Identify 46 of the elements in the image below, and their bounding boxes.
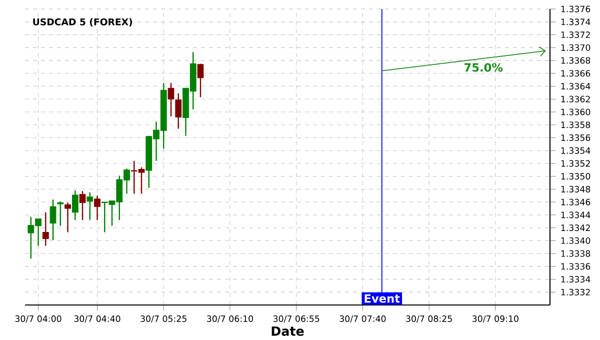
y-tick-label: 1.3376: [561, 6, 590, 12]
candlestick: [79, 190, 86, 221]
candlestick: [168, 82, 174, 118]
y-tick-label: 1.3338: [561, 250, 590, 257]
candlestick: [86, 192, 94, 221]
x-tick-label: 30/7 07:40: [340, 315, 386, 323]
candlestick: [64, 202, 71, 233]
y-tick-label: 1.3350: [561, 173, 590, 180]
y-tick-label: 1.3372: [561, 31, 590, 38]
y-tick-label: 1.3354: [561, 147, 590, 154]
y-tick-label: 1.3346: [561, 198, 590, 206]
y-tick-label: 1.3370: [561, 44, 590, 51]
x-tick-label: 30/7 04:40: [74, 315, 120, 323]
x-tick-label: 30/7 08:25: [406, 315, 452, 323]
text: USDCAD 5 (FOREX): [33, 18, 132, 26]
y-tick-label: 1.3336: [561, 263, 590, 270]
candlestick: [72, 190, 78, 221]
candlestick: [50, 198, 56, 241]
candlestick: [197, 63, 204, 98]
x-tick-label: 30/7 05:25: [140, 315, 186, 323]
y-tick-label: 1.3348: [561, 186, 590, 192]
ref-line-label: Event: [364, 294, 400, 303]
y-tick-label: 1.3340: [561, 237, 590, 244]
x-axis-title: Date: [272, 326, 304, 336]
y-tick-label: 1.3332: [561, 288, 590, 296]
y-tick-label: 1.3334: [561, 276, 590, 283]
y-tick-label: 1.3362: [561, 96, 590, 102]
y-tick-label: 1.3358: [561, 122, 590, 128]
candlestick: [57, 200, 64, 226]
candlestick: [175, 92, 182, 130]
y-tick-label: 1.3360: [561, 108, 590, 116]
candlestick: [94, 195, 100, 221]
y-tick-label: 1.3342: [561, 224, 590, 232]
candlestick: [42, 212, 49, 246]
y-tick-label: 1.3356: [561, 134, 590, 141]
y-tick-label: 1.3368: [561, 57, 590, 64]
y-tick-label: 1.3366: [561, 70, 590, 77]
y-tick-label: 1.3344: [561, 212, 590, 218]
y-tick-label: 1.3374: [561, 18, 590, 26]
x-tick-label: 30/7 06:10: [207, 315, 253, 323]
y-tick-label: 1.3352: [561, 160, 590, 167]
x-tick-label: 30/7 06:55: [273, 315, 320, 323]
x-tick-label: 30/7 04:00: [15, 315, 62, 323]
annotation: 75.0%: [464, 63, 503, 72]
y-tick-label: 1.3364: [561, 82, 590, 90]
x-tick-label: 30/7 09:10: [472, 315, 518, 323]
